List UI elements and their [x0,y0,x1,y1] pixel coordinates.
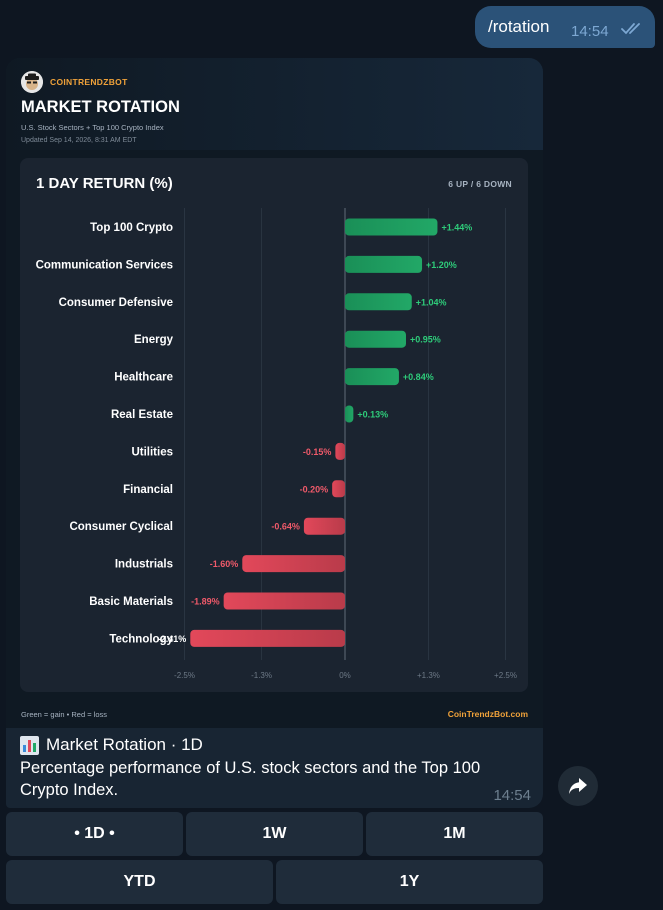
bar-chart-icon [20,735,39,755]
brand-name: COINTRENDZBOT [50,77,128,87]
category-label: Consumer Defensive [59,297,173,309]
outgoing-message[interactable]: /rotation 14:54 [475,6,655,48]
card-header [6,58,543,150]
caption-title: Market Rotation · 1D [20,735,203,755]
data-label: +0.95% [410,335,441,345]
bar [223,592,345,610]
period-button-1d[interactable]: • 1D • [6,812,183,856]
caption-time: 14:54 [493,787,531,804]
period-button-ytd[interactable]: YTD [6,860,273,904]
bar [190,629,345,647]
category-label: Real Estate [111,409,173,421]
site-link: CoinTrendzBot.com [447,709,528,719]
category-label: Top 100 Crypto [90,222,173,234]
data-label: +0.84% [403,372,434,382]
category-label: Communication Services [36,259,173,271]
x-tick-label: +1.3% [417,671,440,680]
period-button-1w-label: 1W [262,825,287,842]
bar [345,218,438,236]
data-label: -1.60% [210,559,239,569]
period-button-1y[interactable]: 1Y [276,860,543,904]
share-arrow-icon [569,778,587,794]
card-subtitle: U.S. Stock Sectors + Top 100 Crypto Inde… [21,123,164,132]
category-label: Utilities [131,446,173,458]
forward-button[interactable] [558,766,598,806]
bot-logo-icon [21,71,43,93]
x-tick-label: -2.5% [174,671,195,680]
period-button-1d-label: • 1D • [74,825,115,842]
bar [345,293,412,311]
bar-chart: -2.5% -1.3% 0% +1.3% +2.5% Top 100 Crypto +1.4… [36,208,517,680]
data-label: -0.64% [271,522,300,532]
category-label: Energy [134,334,174,346]
caption-title-text: Market Rotation · 1D [46,735,203,754]
up-down-counts: 6 UP / 6 DOWN [448,179,512,189]
x-tick-label: 0% [339,671,351,680]
color-legend: Green = gain • Red = loss [21,710,108,719]
data-label: -0.20% [300,484,329,494]
bar [332,480,345,498]
card-title: MARKET ROTATION [21,98,180,116]
x-tick-label: -1.3% [251,671,272,680]
chart-image[interactable]: COINTRENDZBOT MARKET ROTATION U.S. Stock… [6,58,543,728]
bar [345,330,406,348]
category-label: Healthcare [114,372,173,384]
outgoing-message-text: /rotation [488,17,550,36]
chart-title: 1 DAY RETURN (%) [36,175,173,192]
data-label: -1.89% [191,597,220,607]
category-label: Financial [123,484,173,496]
category-label: Basic Materials [89,596,173,608]
data-label: +1.20% [426,260,457,270]
bar [303,517,345,535]
data-label: -0.15% [303,447,332,457]
bar [345,405,354,423]
period-button-1w[interactable]: 1W [186,812,363,856]
caption-text: Percentage performance of U.S. stock sec… [20,759,481,799]
incoming-message: COINTRENDZBOT MARKET ROTATION U.S. Stock… [6,58,543,808]
data-label: -2.41% [158,634,187,644]
bar [345,255,423,273]
category-label: Consumer Cyclical [69,521,173,533]
outgoing-message-time: 14:54 [571,23,609,40]
card-updated: Updated Sep 14, 2026, 8:31 AM EDT [21,137,137,144]
bar [242,555,345,573]
chart-panel: -2.5% -1.3% 0% +1.3% +2.5% Top 100 Crypto +1.4… [20,158,528,692]
data-label: +1.04% [416,297,447,307]
category-label: Industrials [115,559,173,571]
period-button-1m[interactable]: 1M [366,812,543,856]
period-button-1y-label: 1Y [399,873,420,890]
double-check-icon [621,23,640,35]
category-label: Technology [109,633,173,645]
data-label: +1.44% [441,223,472,233]
bar [335,442,345,460]
period-button-1m-label: 1M [443,825,466,842]
bar [345,368,399,386]
period-button-ytd-label: YTD [123,873,156,890]
x-tick-label: +2.5% [494,671,517,680]
data-label: +0.13% [357,410,388,420]
